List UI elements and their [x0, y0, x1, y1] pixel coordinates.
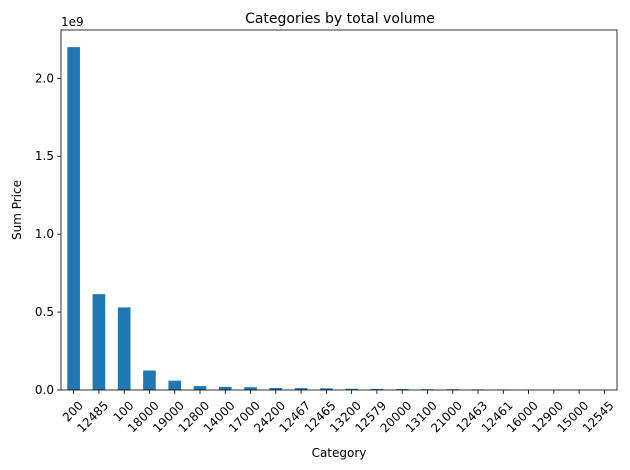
y-tick-label: 1.5 — [35, 149, 54, 163]
bar-12465 — [320, 388, 333, 390]
plot-frame — [60, 29, 618, 391]
bar-100 — [117, 307, 131, 390]
bar-12485 — [92, 294, 106, 390]
bar-24200 — [269, 387, 283, 390]
chart-title: Categories by total volume — [245, 11, 435, 27]
y-scale-label: 1e9 — [61, 15, 84, 29]
y-tick-label: 0.5 — [35, 305, 54, 319]
bar-12800 — [193, 386, 207, 390]
bar-20000 — [395, 389, 409, 390]
y-axis-label: Sum Price — [10, 180, 24, 240]
x-axis-label: Category — [312, 446, 367, 460]
bar-12467 — [294, 388, 308, 390]
y-tick-label: 0.0 — [35, 383, 54, 397]
bar-18000 — [143, 370, 156, 390]
bar-19000 — [168, 380, 182, 390]
bars — [67, 47, 611, 391]
bar-13200 — [345, 388, 358, 390]
bar-200 — [67, 47, 80, 391]
bar-14000 — [218, 386, 232, 390]
bar-12579 — [370, 388, 384, 390]
y-axis-ticks: 0.0 0.5 1.0 1.5 2.0 — [35, 71, 61, 397]
bar-17000 — [244, 387, 257, 390]
y-tick-label: 2.0 — [35, 71, 54, 85]
y-tick-label: 1.0 — [35, 227, 54, 241]
